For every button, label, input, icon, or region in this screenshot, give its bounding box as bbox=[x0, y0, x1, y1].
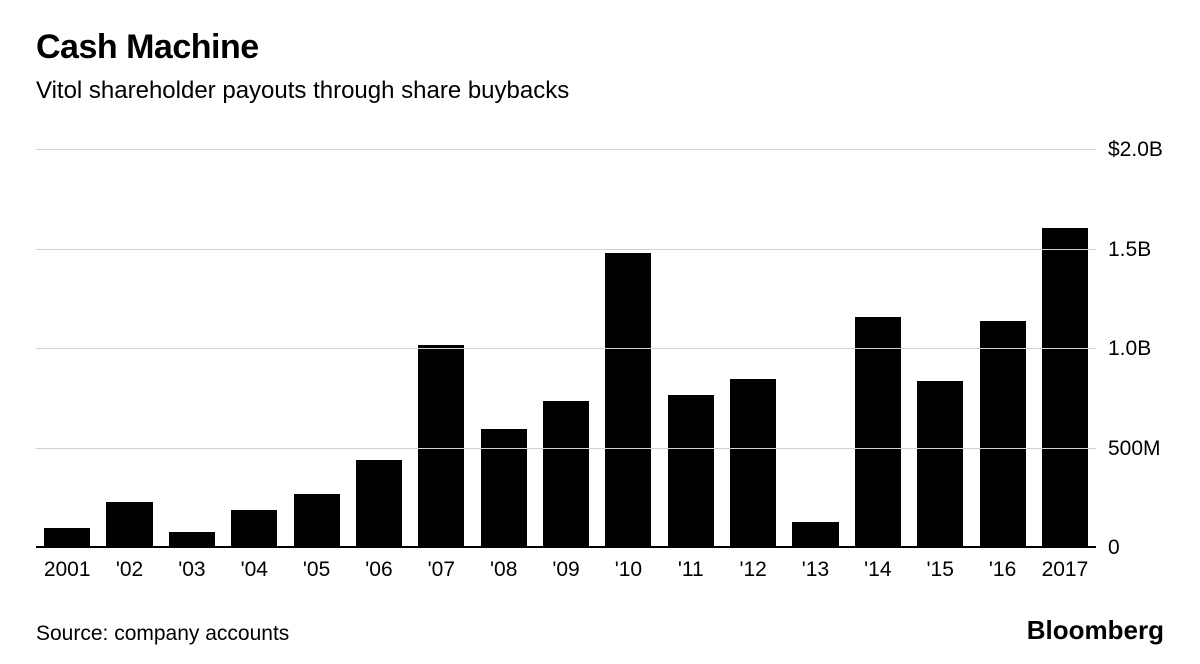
y-tick-label: 0 bbox=[1108, 536, 1120, 560]
bar-slot bbox=[909, 150, 971, 548]
y-tick-label: 1.5B bbox=[1108, 238, 1151, 262]
x-tick-label: '13 bbox=[784, 558, 846, 582]
bar bbox=[792, 522, 838, 548]
bar-slot bbox=[971, 150, 1033, 548]
bar-slot bbox=[847, 150, 909, 548]
y-tick-label: $2.0B bbox=[1108, 138, 1163, 162]
x-axis-labels: 2001'02'03'04'05'06'07'08'09'10'11'12'13… bbox=[36, 558, 1096, 582]
axis-baseline bbox=[36, 546, 1096, 548]
bar-slot bbox=[410, 150, 472, 548]
bar bbox=[917, 381, 963, 548]
chart-title: Cash Machine bbox=[36, 28, 1164, 67]
bar bbox=[855, 317, 901, 548]
source-text: Source: company accounts bbox=[36, 622, 289, 646]
y-axis-labels: 0500M1.0B1.5B$2.0B bbox=[1108, 150, 1188, 548]
x-tick-label: '03 bbox=[161, 558, 223, 582]
bar bbox=[668, 395, 714, 548]
bar-slot bbox=[784, 150, 846, 548]
chart-subtitle: Vitol shareholder payouts through share … bbox=[36, 77, 1164, 105]
x-tick-label: 2017 bbox=[1034, 558, 1096, 582]
chart-container: Cash Machine Vitol shareholder payouts t… bbox=[0, 0, 1200, 664]
bar bbox=[356, 460, 402, 548]
bar-slot bbox=[161, 150, 223, 548]
x-tick-label: '15 bbox=[909, 558, 971, 582]
x-tick-label: '09 bbox=[535, 558, 597, 582]
bar bbox=[231, 510, 277, 548]
x-tick-label: '07 bbox=[410, 558, 472, 582]
bars-group bbox=[36, 150, 1096, 548]
plot-area bbox=[36, 150, 1096, 548]
bar-slot bbox=[473, 150, 535, 548]
bar bbox=[294, 494, 340, 548]
bar bbox=[1042, 228, 1088, 548]
bar-slot bbox=[98, 150, 160, 548]
bar-slot bbox=[597, 150, 659, 548]
x-tick-label: '04 bbox=[223, 558, 285, 582]
x-tick-label: '14 bbox=[847, 558, 909, 582]
x-tick-label: '16 bbox=[971, 558, 1033, 582]
brand-logo: Bloomberg bbox=[1027, 615, 1164, 646]
y-tick-label: 1.0B bbox=[1108, 337, 1151, 361]
bar-slot bbox=[660, 150, 722, 548]
bar-slot bbox=[36, 150, 98, 548]
x-tick-label: '05 bbox=[285, 558, 347, 582]
gridline bbox=[36, 149, 1096, 150]
bar bbox=[543, 401, 589, 548]
bar-slot bbox=[285, 150, 347, 548]
gridline bbox=[36, 249, 1096, 250]
gridline bbox=[36, 348, 1096, 349]
bar-slot bbox=[1034, 150, 1096, 548]
bar bbox=[106, 502, 152, 548]
x-tick-label: '10 bbox=[597, 558, 659, 582]
bar-slot bbox=[722, 150, 784, 548]
bar-slot bbox=[223, 150, 285, 548]
bar bbox=[980, 321, 1026, 548]
bar bbox=[605, 253, 651, 548]
y-tick-label: 500M bbox=[1108, 437, 1161, 461]
x-tick-label: '12 bbox=[722, 558, 784, 582]
x-tick-label: '11 bbox=[660, 558, 722, 582]
bar-slot bbox=[348, 150, 410, 548]
x-tick-label: '06 bbox=[348, 558, 410, 582]
x-tick-label: '02 bbox=[98, 558, 160, 582]
x-tick-label: 2001 bbox=[36, 558, 98, 582]
x-tick-label: '08 bbox=[473, 558, 535, 582]
gridline bbox=[36, 448, 1096, 449]
chart-footer: Source: company accounts Bloomberg bbox=[36, 615, 1164, 646]
bar-slot bbox=[535, 150, 597, 548]
bar bbox=[730, 379, 776, 548]
